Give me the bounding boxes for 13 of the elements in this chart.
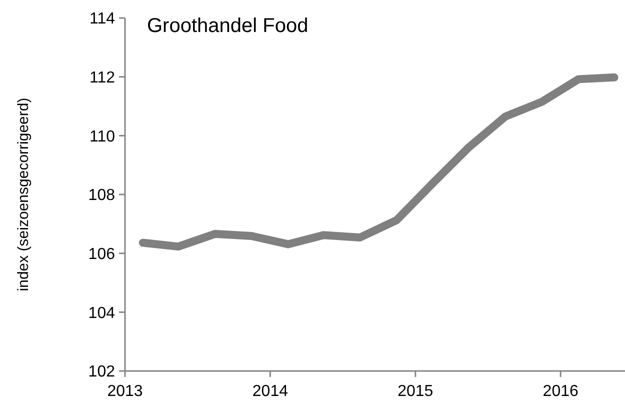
y-tick-label: 114 [89,10,116,28]
y-tick-label: 108 [88,187,116,204]
y-tick-label: 102 [88,364,116,381]
y-axis-title: index (seizoensgecorrigeerd) [15,98,32,292]
y-tick-label: 106 [88,246,116,263]
x-tick-label: 2014 [252,383,288,400]
x-tick-label: 2015 [398,383,434,400]
chart-title: Groothandel Food [147,15,308,37]
y-tick-label: 112 [89,69,116,86]
x-tick-label: 2013 [107,383,143,400]
y-tick-label: 104 [88,304,116,322]
y-tick-label: 110 [89,128,116,146]
x-tick-label: 2016 [542,383,578,400]
